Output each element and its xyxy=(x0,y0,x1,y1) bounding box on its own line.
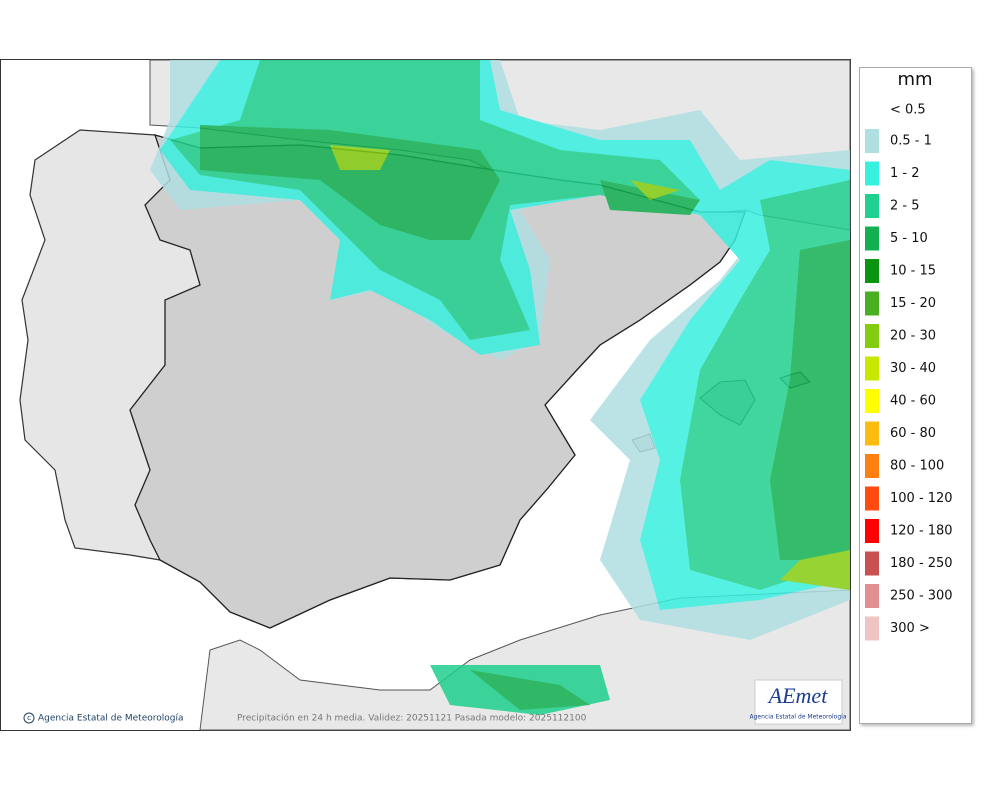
legend-swatch xyxy=(865,259,879,283)
legend-svg: mm < 0.5 0.5 - 1 1 - 2 2 - 5 5 - 10 10 - 15 1… xyxy=(865,69,953,641)
legend-below-label: < 0.5 xyxy=(890,103,926,118)
legend-label: 60 - 80 xyxy=(890,426,936,441)
legend-label: 250 - 300 xyxy=(890,589,953,604)
credit: Agencia Estatal de Meteorología xyxy=(38,714,184,724)
legend-swatch xyxy=(865,551,879,576)
legend-swatch xyxy=(865,324,879,348)
logo-box xyxy=(754,679,843,725)
area-2-5 xyxy=(170,60,850,715)
legend-label: 180 - 250 xyxy=(890,556,953,571)
legend-label: 0.5 - 1 xyxy=(890,134,932,149)
legend-label: 1 - 2 xyxy=(890,166,920,181)
legend-label: 100 - 120 xyxy=(890,491,953,506)
legend: mm < 0.5 0.5 - 1 1 - 2 2 - 5 5 - 10 10 - 15 1… xyxy=(859,67,972,724)
legend-label: 30 - 40 xyxy=(890,361,936,376)
caption: Precipitación en 24 h media. Validez: 20… xyxy=(237,713,587,724)
legend-swatch xyxy=(865,454,879,478)
legend-swatch xyxy=(865,486,879,511)
legend-label: 5 - 10 xyxy=(890,231,928,246)
legend-label: 120 - 180 xyxy=(890,524,953,539)
legend-label: 2 - 5 xyxy=(890,199,920,214)
legend-swatch xyxy=(865,389,879,413)
logo-subtitle: Agencia Estatal de Meteorología xyxy=(750,714,847,721)
copyright-icon xyxy=(23,712,35,724)
legend-swatch xyxy=(865,226,879,251)
legend-swatch xyxy=(865,291,879,316)
logo-name: AEmet xyxy=(767,683,829,708)
legend-swatch xyxy=(865,421,879,446)
copyright-symbol: c xyxy=(27,714,31,722)
legend-swatch xyxy=(865,129,879,153)
legend-label: 300 > xyxy=(890,621,930,636)
legend-swatch xyxy=(865,356,879,381)
legend-label: 40 - 60 xyxy=(890,394,936,409)
legend-swatch xyxy=(865,584,879,608)
map: c Agencia Estatal de Meteorología Precip… xyxy=(0,59,851,731)
legend-label: 20 - 30 xyxy=(890,329,936,344)
legend-label: 80 - 100 xyxy=(890,459,944,474)
legend-swatch xyxy=(865,616,879,641)
legend-label: 10 - 15 xyxy=(890,264,936,279)
legend-label: 15 - 20 xyxy=(890,296,936,311)
legend-swatch xyxy=(865,519,879,543)
legend-title: mm xyxy=(897,69,932,90)
precipitation xyxy=(150,60,850,715)
legend-swatch xyxy=(865,161,879,186)
legend-swatch xyxy=(865,194,879,218)
